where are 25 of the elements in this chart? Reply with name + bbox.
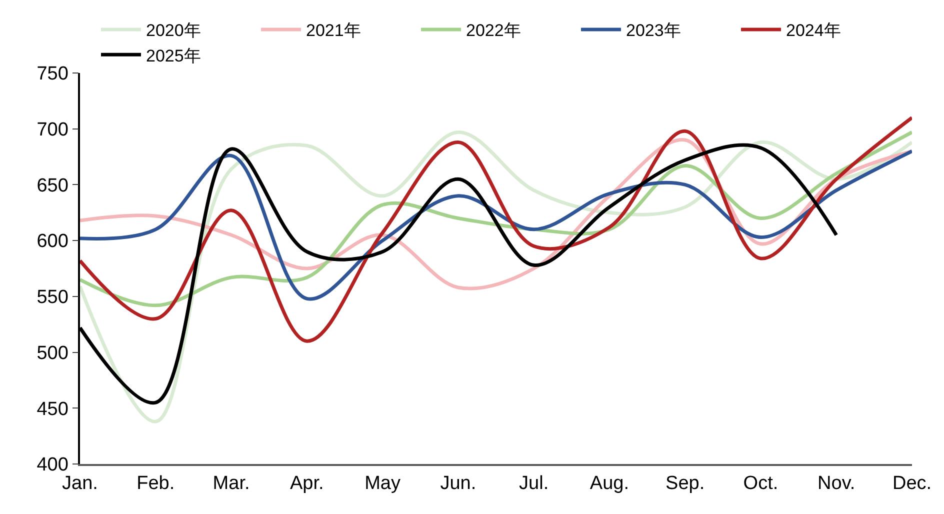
y-tick-label: 600	[36, 231, 68, 252]
legend-label: 2022年	[466, 21, 521, 40]
x-tick-label: Aug.	[590, 472, 629, 494]
x-tick-label: Sep.	[666, 472, 705, 494]
x-tick-label: Oct.	[743, 472, 778, 494]
x-tick-label: Dec.	[892, 472, 932, 494]
y-tick-label: 750	[36, 64, 68, 85]
legend-label: 2023年	[626, 21, 681, 40]
y-tick-label: 500	[36, 342, 68, 364]
legend-label: 2020年	[146, 21, 201, 40]
y-tick-label: 700	[36, 120, 68, 141]
x-tick-label: Jul.	[519, 472, 549, 494]
x-tick-label: May	[364, 472, 401, 494]
x-tick-label: Jun.	[440, 472, 476, 494]
x-tick-label: Mar.	[212, 472, 250, 494]
legend-label: 2021年	[306, 21, 361, 40]
x-tick-label: Apr.	[290, 472, 324, 494]
legend-label: 2024年	[786, 21, 841, 40]
y-tick-label: 650	[36, 175, 68, 196]
x-tick-label: Feb.	[136, 472, 175, 494]
line-series	[80, 116, 912, 343]
y-tick-label: 450	[36, 398, 68, 420]
legend-label: 2025年	[146, 46, 201, 66]
y-tick-label: 550	[36, 287, 68, 308]
x-tick-label: Nov.	[818, 472, 856, 494]
